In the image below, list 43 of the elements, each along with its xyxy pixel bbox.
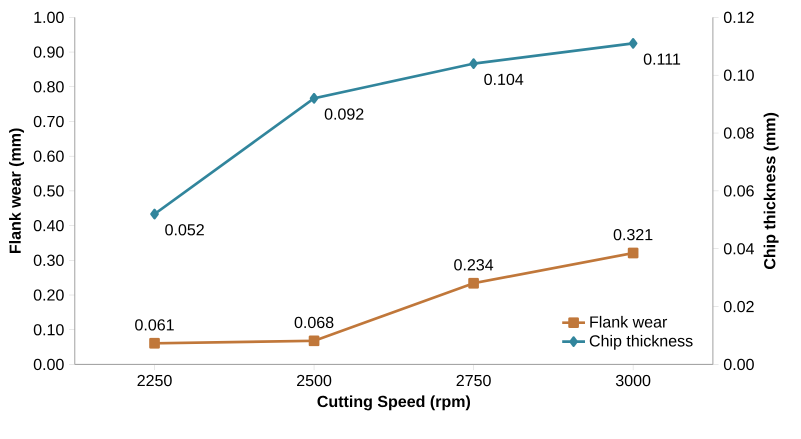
y-tick-label: 0.60 <box>34 150 64 162</box>
data-label: 0.104 <box>484 74 524 85</box>
data-label: 0.092 <box>324 108 364 120</box>
point <box>308 335 320 346</box>
y-tick-label: 0.50 <box>34 185 64 196</box>
y2-tick-label: 0.06 <box>724 185 754 196</box>
x-tick-label: 2750 <box>456 374 491 386</box>
y2-tick-label: 0.00 <box>724 358 754 370</box>
y-tick-label: 0.70 <box>34 116 64 128</box>
point <box>469 58 478 69</box>
y-tick-label: 0.30 <box>34 254 64 266</box>
data-label: 0.111 <box>644 53 680 65</box>
y-tick-label: 1.00 <box>34 12 64 23</box>
x-tick-label: 2250 <box>138 374 172 386</box>
y-tick-label: 0.00 <box>34 358 64 370</box>
y-tick-label: 0.20 <box>34 289 64 301</box>
data-label: 0.234 <box>454 259 494 270</box>
data-label: 0.321 <box>614 228 652 240</box>
y-tick-label: 0.80 <box>34 81 64 92</box>
y-tick-label: 0.90 <box>34 46 64 58</box>
point <box>628 38 638 49</box>
y-tick-label: 0.40 <box>34 220 64 232</box>
data-label: 0.061 <box>135 319 174 330</box>
y-axis-title: Flank wear (mm) <box>9 128 24 253</box>
x-tick-label: 3000 <box>616 374 650 386</box>
data-label: 0.052 <box>165 224 204 236</box>
point <box>628 248 638 258</box>
data-label: 0.068 <box>294 316 334 328</box>
legend-label: Chip thickness <box>590 334 693 350</box>
y2-tick-label: 0.12 <box>724 12 754 23</box>
x-tick-label: 2500 <box>297 374 332 386</box>
point <box>149 338 160 349</box>
point <box>310 92 318 104</box>
x-axis-title: Cutting Speed (rpm) <box>317 395 470 410</box>
legend-label: Flank wear <box>590 316 668 328</box>
y2-axis-title: Chip thickness (mm) <box>764 112 779 269</box>
y2-tick-label: 0.04 <box>724 242 754 254</box>
point <box>150 208 159 220</box>
y2-tick-label: 0.10 <box>724 69 754 81</box>
point <box>468 278 479 288</box>
y-tick-label: 0.10 <box>34 324 64 336</box>
y2-tick-label: 0.02 <box>724 300 754 312</box>
y2-tick-label: 0.08 <box>724 127 754 139</box>
